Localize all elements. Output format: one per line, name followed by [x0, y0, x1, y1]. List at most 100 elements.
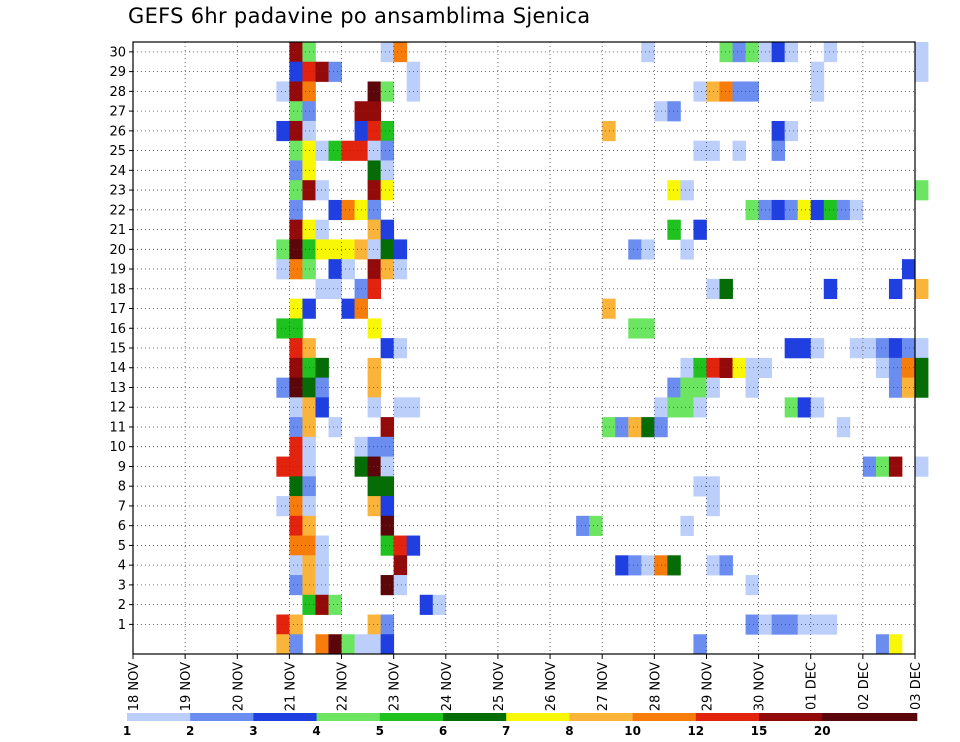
heatmap-cell	[289, 219, 303, 240]
x-tick-label: 25 NOV	[492, 662, 507, 711]
legend-swatch	[379, 713, 444, 721]
y-tick-label: 1	[118, 618, 126, 633]
heatmap-cell	[289, 417, 303, 438]
y-tick-label: 13	[109, 381, 126, 396]
heatmap-cell	[836, 199, 851, 221]
heatmap-cell	[680, 377, 694, 398]
legend-swatch	[632, 713, 697, 721]
heatmap-cell	[328, 199, 342, 221]
heatmap-cell	[823, 199, 838, 221]
y-tick-label: 23	[109, 184, 126, 199]
heatmap-cell	[315, 575, 329, 596]
heatmap-cell	[745, 575, 759, 596]
heatmap-cell	[289, 634, 303, 655]
heatmap-cell	[367, 318, 382, 339]
heatmap-cell	[693, 397, 707, 418]
heatmap-cell	[915, 278, 929, 300]
heatmap-cell	[315, 357, 329, 379]
heatmap-cell	[276, 318, 290, 339]
heatmap-cell	[719, 357, 733, 379]
heatmap-cell	[693, 140, 707, 161]
heatmap-cell	[693, 634, 707, 655]
heatmap-cell	[276, 81, 290, 102]
heatmap-cell	[367, 199, 382, 221]
heatmap-cell	[341, 140, 355, 161]
heatmap-cell	[276, 259, 290, 280]
legend-swatch	[316, 713, 381, 721]
heatmap-cell	[393, 42, 408, 63]
y-tick-label: 4	[118, 559, 126, 574]
legend-swatch	[759, 713, 823, 721]
heatmap-cell	[315, 140, 329, 161]
heatmap-cell	[693, 219, 707, 240]
legend-label: 7	[502, 724, 510, 738]
heatmap-cell	[380, 634, 395, 655]
heatmap-cell	[667, 219, 681, 240]
heatmap-cell	[380, 456, 395, 477]
legend-label: 4	[312, 724, 320, 738]
y-tick-label: 20	[109, 243, 126, 258]
heatmap-cell	[328, 61, 342, 82]
heatmap-cell	[393, 397, 408, 418]
legend-swatch	[443, 713, 507, 721]
heatmap-cell	[797, 338, 812, 359]
heatmap-cell	[367, 476, 382, 497]
heatmap-cell	[354, 634, 368, 655]
heatmap-cell	[315, 377, 329, 398]
x-tick-label: 27 NOV	[596, 662, 611, 711]
heatmap-cell	[888, 634, 903, 655]
heatmap-cell	[289, 140, 303, 161]
y-tick-label: 26	[109, 124, 126, 139]
heatmap-cell	[393, 259, 408, 280]
legend-label: 5	[376, 724, 384, 738]
heatmap-cell	[719, 81, 733, 102]
y-tick-label: 22	[109, 203, 126, 218]
chart-title: GEFS 6hr padavine po ansamblima Sjenica	[128, 4, 591, 28]
y-tick-label: 9	[118, 460, 126, 475]
heatmap-cell	[680, 239, 694, 260]
heatmap-cell	[393, 555, 408, 576]
legend-label: 1	[123, 724, 131, 738]
heatmap-cell	[745, 377, 759, 398]
legend-label: 15	[751, 724, 768, 738]
legend-label: 2	[186, 724, 194, 738]
heatmap-cell	[380, 259, 395, 280]
heatmap-cell	[915, 180, 929, 201]
heatmap-cell	[667, 397, 681, 418]
heatmap-cell	[367, 180, 382, 201]
x-tick-label: 01 DEC	[805, 662, 820, 710]
heatmap-cell	[289, 199, 303, 221]
heatmap-cell	[380, 160, 395, 181]
heatmap-cell	[276, 614, 290, 635]
heatmap-cell	[289, 239, 303, 260]
heatmap-cell	[315, 61, 329, 82]
heatmap-cell	[719, 278, 733, 300]
heatmap-cell	[380, 42, 395, 63]
heatmap-cell	[341, 199, 355, 221]
heatmap-cell	[367, 377, 382, 398]
heatmap-cell	[771, 42, 786, 63]
y-tick-label: 25	[109, 144, 126, 159]
y-tick-label: 19	[109, 263, 126, 278]
heatmap-cell	[315, 634, 329, 655]
heatmap-cell	[784, 338, 799, 359]
heatmap-cell	[784, 614, 799, 635]
x-axis: 18 NOV 19 NOV 20 NOV 21 NOV 22 NOV 23 NOV 24 N…	[127, 654, 924, 711]
heatmap-cell	[315, 278, 329, 300]
heatmap-cell	[367, 101, 382, 122]
heatmap-cell	[341, 239, 355, 260]
heatmap-cell	[289, 377, 303, 398]
heatmap-cell	[915, 42, 929, 63]
heatmap-cell	[875, 456, 890, 477]
heatmap-cell	[380, 436, 395, 457]
heatmap-cell	[641, 239, 655, 260]
heatmap-cell	[602, 298, 616, 319]
heatmap-cell	[680, 515, 694, 536]
x-tick-label: 21 NOV	[283, 662, 298, 711]
x-tick-label: 22 NOV	[336, 662, 351, 711]
heatmap-cell	[380, 614, 395, 635]
heatmap-cell	[367, 259, 382, 280]
heatmap-cell	[771, 140, 786, 161]
heatmap-cell	[289, 357, 303, 379]
heatmap-cell	[680, 180, 694, 201]
